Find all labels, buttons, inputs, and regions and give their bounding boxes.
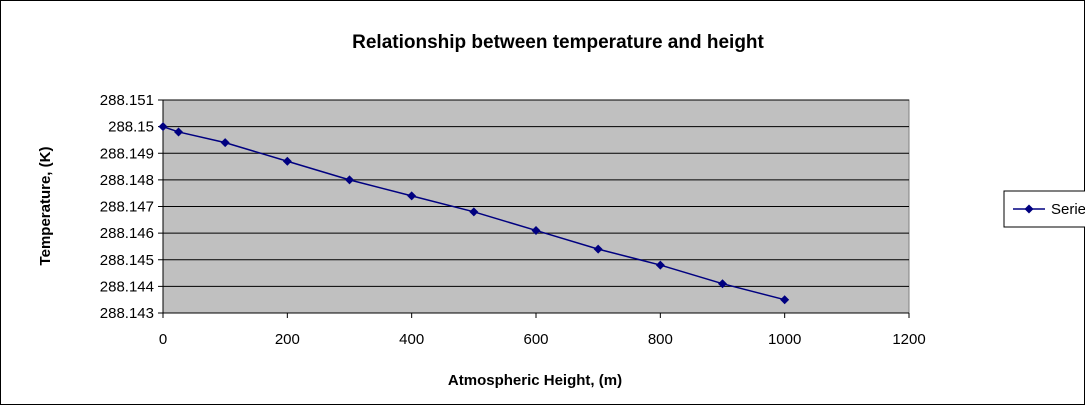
x-tick-label: 0 <box>159 331 167 348</box>
data-point <box>174 127 184 137</box>
y-tick-label: 288.148 <box>100 172 154 189</box>
x-tick-label: 800 <box>648 331 673 348</box>
series-line <box>162 125 785 301</box>
legend: Series1 <box>1003 190 1085 228</box>
y-tick-label: 288.149 <box>100 145 154 162</box>
x-tick-label: 1000 <box>768 331 801 348</box>
y-tick-label: 288.151 <box>100 92 154 109</box>
x-tick-label: 200 <box>275 331 300 348</box>
chart-title: Relationship between temperature and hei… <box>352 32 764 53</box>
legend-label: Series1 <box>1051 201 1085 218</box>
x-axis-ticks: 0 200 400 600 800 1000 1200 <box>159 313 926 348</box>
data-point <box>718 279 727 289</box>
data-point <box>220 138 230 148</box>
y-tick-label: 288.144 <box>100 278 154 295</box>
y-tick-label: 288.15 <box>108 119 154 136</box>
y-tick-label: 288.145 <box>100 252 154 269</box>
y-tick-label: 288.147 <box>100 199 154 216</box>
data-point <box>158 122 168 132</box>
data-point <box>407 191 417 201</box>
y-tick-label: 288.143 <box>100 305 154 322</box>
data-point <box>345 175 354 185</box>
data-point <box>655 260 665 270</box>
data-point <box>282 156 292 166</box>
x-axis-title: Atmospheric Height, (m) <box>448 372 622 389</box>
data-point <box>469 207 479 217</box>
data-point <box>531 225 541 235</box>
data-point <box>780 295 790 305</box>
y-axis-title: Temperature, (K) <box>37 147 54 266</box>
data-point <box>593 244 603 254</box>
y-tick-label: 288.146 <box>100 225 154 242</box>
x-tick-label: 400 <box>399 331 424 348</box>
x-tick-label: 600 <box>523 331 548 348</box>
legend-swatch-marker <box>1024 204 1034 214</box>
series-group <box>158 122 790 305</box>
y-axis-ticks: 288.143 288.144 288.145 288.146 288.147 288.1… <box>100 92 163 322</box>
x-tick-label: 1200 <box>892 331 925 348</box>
